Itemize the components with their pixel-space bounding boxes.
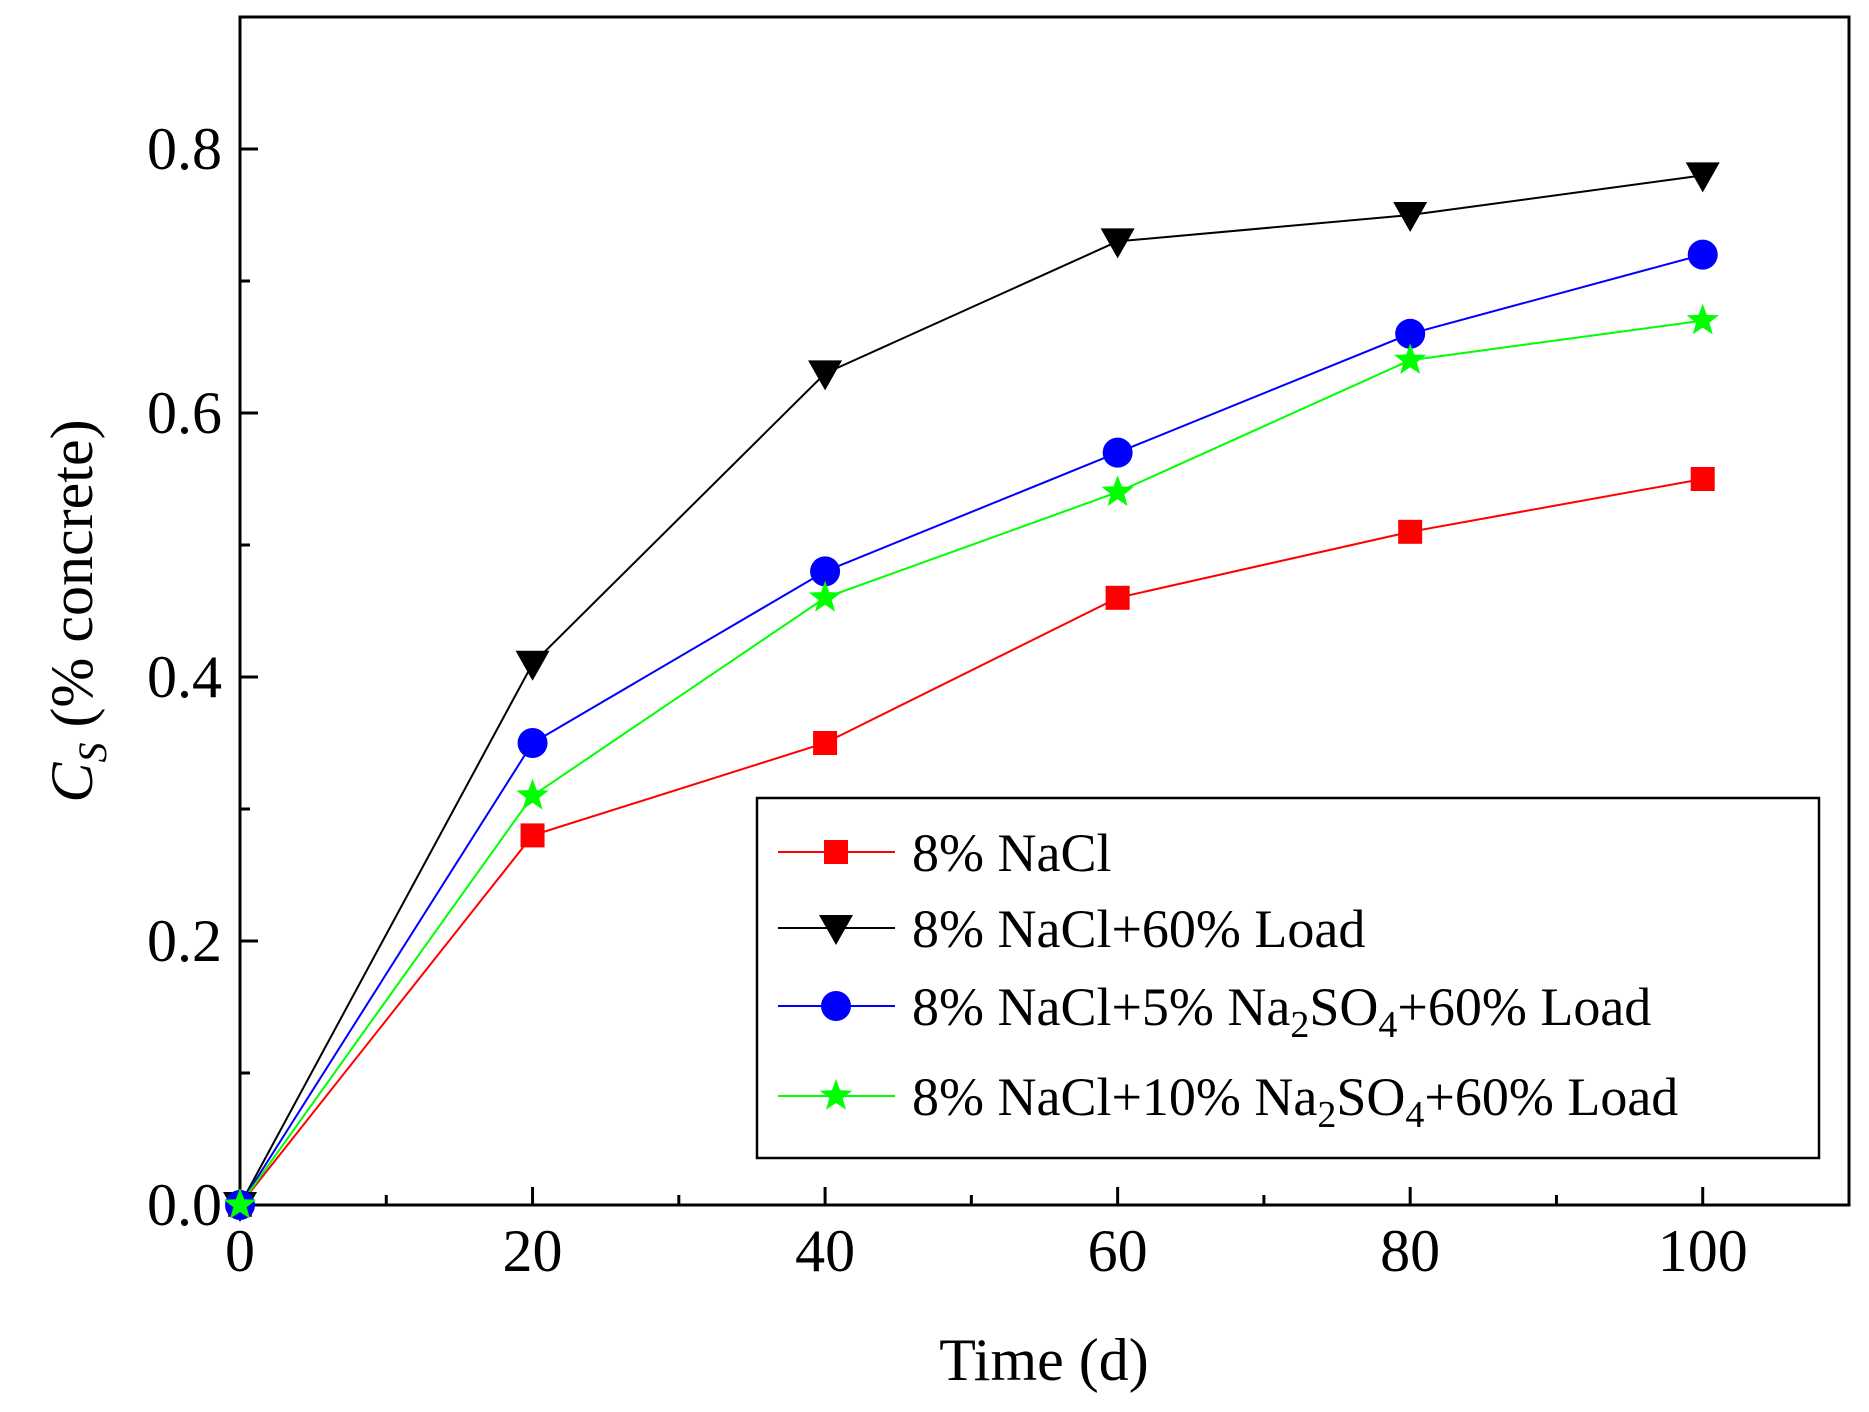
series-line-4 [239, 319, 1703, 1206]
legend-text-part: +60% Load [1424, 1067, 1678, 1127]
data-point-series-4 [516, 778, 549, 810]
legend-box [755, 796, 1821, 1160]
legend-label-4: 8% NaCl+10% Na2SO4+60% Load [912, 1067, 1678, 1136]
legend-text-part: 8% NaCl+5% Na [912, 977, 1290, 1037]
legend-label-2: 8% NaCl+60% Load [912, 899, 1365, 959]
series-lines [239, 174, 1703, 1206]
x-tick-label: 100 [1658, 1218, 1748, 1284]
legend-text-part: 8% NaCl [912, 823, 1111, 883]
x-axis-title: Time (d) [939, 1327, 1148, 1393]
legend-subscript: 4 [1405, 1094, 1424, 1136]
data-point-series-3 [1395, 318, 1426, 349]
data-point-series-1 [813, 731, 838, 755]
data-point-series-3 [1102, 437, 1133, 468]
legend-subscript: 4 [1378, 1004, 1397, 1046]
series-line-1 [239, 478, 1703, 1206]
axis-ticks: 0 20 40 60 80 100 0.0 0.2 0.4 0.6 0.8 [147, 116, 1748, 1284]
legend-marker-4 [819, 1079, 853, 1110]
y-axis-title: CS (% concrete) [39, 419, 115, 802]
legend-label-3: 8% NaCl+5% Na2SO4+60% Load [912, 977, 1651, 1046]
legend-text-part: SO [1336, 1067, 1405, 1127]
legend-subscript: 2 [1317, 1094, 1336, 1136]
y-tick-label: 0.0 [147, 1172, 222, 1238]
data-point-series-4 [1394, 343, 1427, 374]
legend-marker-1 [824, 840, 848, 864]
legend-text-part: +60% Load [1397, 977, 1651, 1037]
data-point-series-2 [515, 650, 550, 681]
data-point-series-1 [1105, 585, 1130, 610]
data-point-series-2 [1100, 228, 1135, 259]
data-point-series-1 [1398, 519, 1423, 544]
data-point-series-1 [520, 823, 545, 848]
y-tick-label: 0.8 [147, 116, 222, 182]
data-point-series-3 [1687, 239, 1718, 270]
legend-marker-3 [821, 991, 851, 1021]
data-point-series-4 [223, 1188, 257, 1219]
x-tick-label: 40 [795, 1218, 855, 1284]
series-markers [223, 162, 1720, 1222]
y-tick-label: 0.6 [147, 380, 222, 446]
legend-label-1: 8% NaCl [912, 823, 1111, 883]
y-axis-title-symbol: C [39, 762, 105, 803]
data-point-series-3 [810, 556, 841, 587]
legend-subscript: 2 [1290, 1004, 1309, 1046]
y-tick-label: 0.4 [147, 644, 222, 710]
legend-text-part: 8% NaCl+60% Load [912, 899, 1365, 959]
plot-frame [238, 15, 1851, 1207]
y-tick-label: 0.2 [147, 908, 222, 974]
legend-text-part: SO [1309, 977, 1378, 1037]
x-tick-label: 80 [1380, 1218, 1440, 1284]
data-point-series-2 [1393, 202, 1428, 232]
x-tick-label: 60 [1088, 1218, 1148, 1284]
data-point-series-3 [517, 728, 548, 758]
data-point-series-2 [808, 360, 843, 391]
y-axis-title-text: (% concrete) [39, 419, 105, 742]
x-tick-label: 20 [503, 1218, 563, 1284]
series-line-2 [239, 174, 1703, 1206]
series-line-3 [239, 253, 1703, 1206]
x-tick-label: 0 [225, 1218, 255, 1284]
data-point-series-1 [1690, 467, 1715, 491]
data-point-series-2 [1685, 162, 1720, 193]
y-axis-title-subscript: S [70, 743, 115, 763]
legend-marker-2 [819, 915, 853, 945]
legend-text-part: 8% NaCl+10% Na [912, 1067, 1317, 1127]
data-point-series-4 [1686, 303, 1719, 335]
data-point-series-4 [1101, 475, 1134, 506]
data-point-series-4 [808, 580, 842, 612]
